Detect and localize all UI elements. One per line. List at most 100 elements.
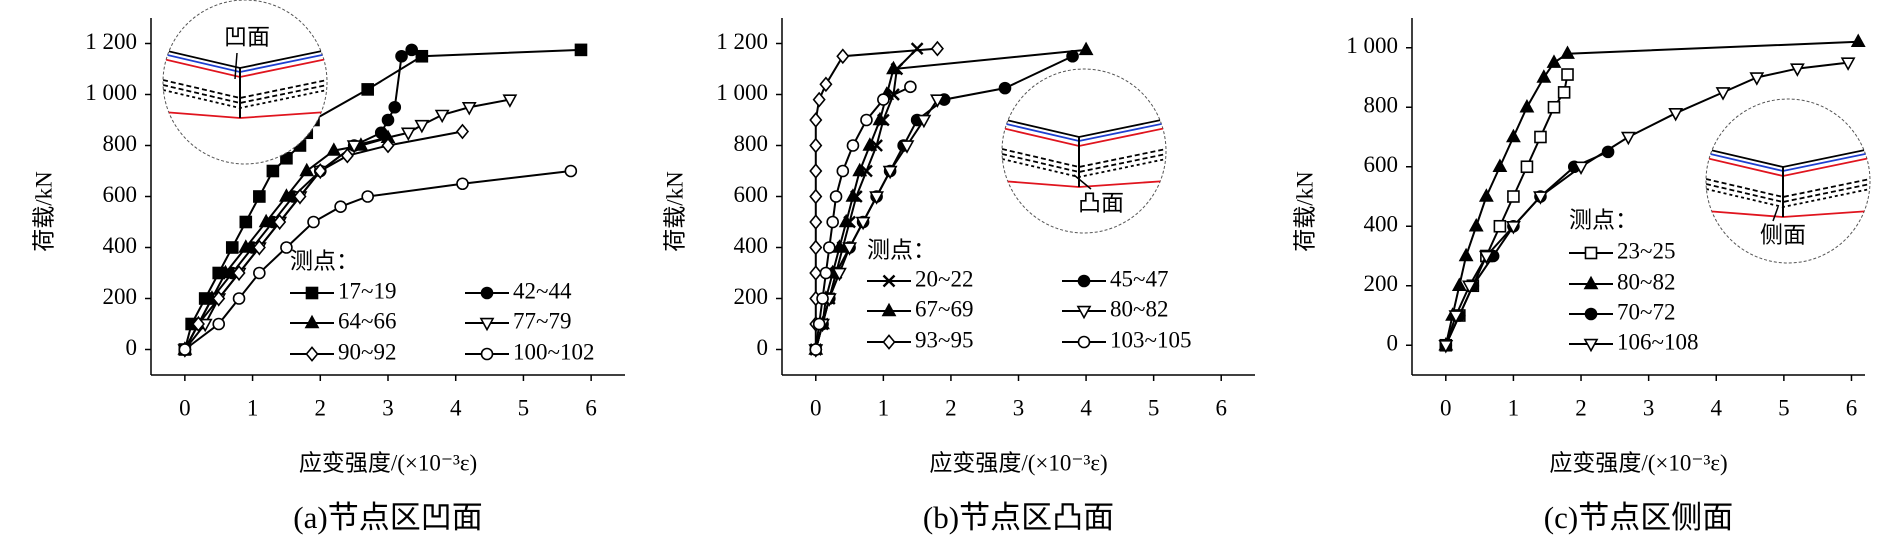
x-tick-label: 0 bbox=[1440, 395, 1452, 420]
marker bbox=[1078, 41, 1094, 56]
legend-title: 测点： bbox=[290, 248, 359, 273]
marker bbox=[809, 163, 823, 179]
marker bbox=[845, 188, 861, 202]
legend-label: 20~22 bbox=[915, 266, 973, 291]
legend-label: 106~108 bbox=[1617, 329, 1698, 354]
caption: (c)节点区侧面 bbox=[1544, 500, 1733, 535]
inset-label: 侧面 bbox=[1760, 222, 1806, 247]
marker bbox=[574, 43, 588, 57]
marker bbox=[910, 42, 924, 55]
y-tick-label: 400 bbox=[734, 233, 769, 258]
marker bbox=[479, 317, 495, 332]
legend-label: 45~47 bbox=[1110, 266, 1168, 291]
y-tick-label: 1 200 bbox=[716, 29, 768, 54]
legend-label: 90~92 bbox=[338, 339, 396, 364]
marker bbox=[886, 60, 901, 75]
inset-pointer bbox=[1772, 206, 1779, 222]
marker bbox=[1507, 190, 1520, 203]
marker bbox=[1547, 100, 1561, 114]
marker bbox=[1620, 131, 1636, 146]
marker bbox=[1506, 221, 1521, 235]
x-tick-label: 4 bbox=[1711, 395, 1723, 420]
marker bbox=[1506, 128, 1521, 143]
y-tick-label: 0 bbox=[757, 335, 769, 360]
marker bbox=[502, 94, 518, 108]
marker bbox=[860, 113, 873, 127]
marker bbox=[218, 264, 233, 279]
marker bbox=[899, 140, 915, 154]
marker bbox=[829, 190, 843, 203]
marker bbox=[480, 286, 494, 300]
x-tick-label: 1 bbox=[878, 395, 890, 420]
inset-pointer bbox=[1073, 174, 1092, 190]
marker bbox=[816, 292, 829, 305]
marker bbox=[305, 346, 319, 362]
y-tick-label: 600 bbox=[734, 182, 769, 207]
marker bbox=[1448, 310, 1464, 324]
marker bbox=[1533, 191, 1548, 205]
x-tick-label: 0 bbox=[179, 395, 191, 420]
marker bbox=[400, 127, 416, 142]
marker bbox=[832, 239, 847, 253]
x-axis-label: 应变强度/(×10⁻³ε) bbox=[929, 450, 1107, 475]
y-tick-label: 1 000 bbox=[1346, 33, 1398, 58]
marker bbox=[882, 274, 896, 288]
marker bbox=[809, 137, 823, 154]
legend-label: 17~19 bbox=[338, 278, 396, 303]
x-tick-label: 0 bbox=[810, 395, 822, 420]
marker bbox=[253, 190, 266, 203]
marker bbox=[405, 43, 419, 57]
marker bbox=[293, 188, 307, 205]
marker bbox=[225, 241, 239, 254]
marker bbox=[1468, 217, 1484, 232]
marker bbox=[461, 102, 477, 116]
marker bbox=[1077, 274, 1091, 288]
marker bbox=[819, 76, 833, 93]
marker bbox=[279, 188, 294, 202]
marker bbox=[1492, 158, 1508, 172]
marker bbox=[232, 292, 246, 305]
marker bbox=[809, 188, 823, 205]
marker bbox=[564, 164, 578, 178]
marker bbox=[1534, 130, 1547, 144]
legend-label: 23~25 bbox=[1617, 238, 1675, 263]
marker bbox=[334, 200, 347, 213]
x-axis-label: 应变强度/(×10⁻³ε) bbox=[299, 450, 477, 475]
marker bbox=[415, 49, 429, 63]
y-tick-label: 1 000 bbox=[85, 80, 137, 105]
x-tick-label: 6 bbox=[585, 395, 597, 420]
marker bbox=[1520, 160, 1534, 174]
series-line bbox=[183, 130, 463, 350]
marker bbox=[455, 123, 470, 140]
marker bbox=[838, 213, 854, 228]
marker bbox=[304, 314, 320, 329]
marker bbox=[812, 91, 826, 108]
x-tick-label: 3 bbox=[382, 395, 394, 420]
series-markers bbox=[809, 80, 917, 356]
marker bbox=[1668, 108, 1684, 122]
marker bbox=[232, 265, 246, 281]
marker bbox=[307, 215, 320, 229]
marker bbox=[916, 114, 932, 129]
marker bbox=[212, 317, 226, 331]
marker bbox=[253, 266, 266, 280]
marker bbox=[266, 164, 280, 178]
marker bbox=[822, 241, 836, 254]
y-tick-label: 800 bbox=[103, 131, 138, 156]
marker bbox=[299, 162, 315, 177]
marker bbox=[836, 164, 850, 178]
marker bbox=[313, 163, 327, 179]
inset-line bbox=[1002, 153, 1166, 173]
marker bbox=[1536, 69, 1552, 83]
inset-label: 凹面 bbox=[224, 24, 270, 49]
marker bbox=[809, 239, 823, 256]
y-tick-label: 0 bbox=[1387, 331, 1399, 356]
inset-drawing bbox=[163, 49, 327, 119]
y-axis-label: 荷载/kN bbox=[31, 171, 56, 252]
marker bbox=[1557, 86, 1571, 99]
marker bbox=[826, 215, 839, 229]
marker bbox=[1584, 246, 1598, 260]
marker bbox=[836, 48, 850, 65]
x-tick-label: 2 bbox=[945, 395, 957, 420]
marker bbox=[809, 214, 823, 230]
